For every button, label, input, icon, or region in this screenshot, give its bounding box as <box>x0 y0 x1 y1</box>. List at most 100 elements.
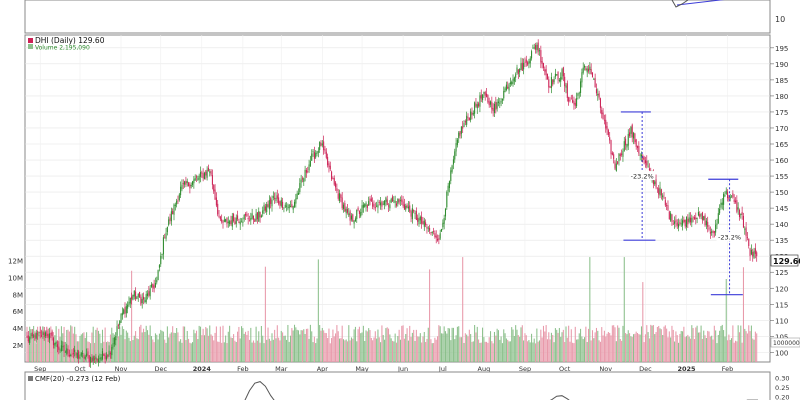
volume-bar <box>327 338 329 362</box>
candle-body <box>656 187 658 189</box>
candle-body <box>503 90 505 99</box>
candle-body <box>146 293 149 296</box>
volume-bar <box>503 329 505 362</box>
candle-body <box>402 201 404 207</box>
candle-body <box>675 219 677 223</box>
candle-body <box>531 51 533 59</box>
candle-body <box>631 124 633 138</box>
volume-bar <box>369 330 371 362</box>
volume-bar <box>46 335 48 362</box>
volume-bar <box>350 337 352 362</box>
x-tick-label: Oct <box>559 365 571 373</box>
candle-body <box>324 149 326 152</box>
candle-body <box>643 157 645 160</box>
candle-body <box>194 178 196 181</box>
volume-bar <box>125 330 127 362</box>
volume-bar <box>37 326 39 362</box>
candle-body <box>127 304 129 309</box>
volume-bar <box>116 337 118 362</box>
candle-body <box>585 68 587 71</box>
volume-bar <box>693 339 695 362</box>
volume-bar <box>263 343 265 362</box>
volume-bar <box>365 330 367 362</box>
candle-body <box>108 350 110 356</box>
volume-bar <box>293 324 296 362</box>
candle-body <box>446 191 448 208</box>
candle-body <box>251 213 253 219</box>
volume-bar <box>241 326 243 362</box>
candle-body <box>50 333 52 335</box>
candle-body <box>525 59 527 63</box>
volume-bar <box>460 337 462 362</box>
candle-body <box>320 142 322 147</box>
candle-body <box>636 145 639 148</box>
volume-bar <box>227 331 229 362</box>
candle-body <box>287 207 289 209</box>
volume-bar <box>659 328 661 362</box>
candle-body <box>149 288 151 297</box>
candle-body <box>112 343 114 348</box>
candle-body <box>113 337 115 345</box>
volume-bar <box>642 282 644 362</box>
volume-bar <box>553 342 555 362</box>
candle-body <box>594 78 596 88</box>
volume-bar <box>666 328 668 362</box>
candle-body <box>553 79 555 83</box>
candle-body <box>239 221 241 225</box>
volume-bar <box>286 339 288 362</box>
volume-bar <box>630 336 632 362</box>
volume-bar <box>279 340 281 362</box>
price-tick-label: 195 <box>775 45 788 53</box>
volume-bar <box>136 338 138 362</box>
volume-bar <box>705 337 707 362</box>
candle-body <box>84 356 86 359</box>
candle-body <box>37 333 39 335</box>
volume-bar <box>384 339 386 362</box>
candle-body <box>478 103 480 107</box>
volume-bar <box>584 337 586 362</box>
candle-body <box>39 332 41 334</box>
candle-body <box>513 77 515 82</box>
candle-body <box>578 92 580 94</box>
candle-body <box>29 337 31 343</box>
volume-bar <box>509 341 511 362</box>
volume-bar <box>474 325 476 362</box>
candle-body <box>276 195 278 199</box>
candle-body <box>467 117 469 118</box>
x-tick-label: 2024 <box>193 365 212 373</box>
candle-body <box>64 351 66 353</box>
candle-body <box>496 102 498 109</box>
volume-bar <box>287 324 289 362</box>
candle-body <box>573 101 575 105</box>
candle-body <box>74 349 76 353</box>
candle-body <box>475 103 477 107</box>
volume-bar <box>233 334 235 362</box>
volume-bar <box>382 335 384 362</box>
candle-body <box>248 220 251 222</box>
volume-bar <box>606 333 608 362</box>
volume-bar <box>499 339 501 362</box>
candle-body <box>377 204 379 208</box>
price-tick-label: 145 <box>775 205 788 213</box>
volume-bar <box>643 342 645 362</box>
volume-bar <box>342 339 345 362</box>
volume-bar <box>354 326 356 362</box>
candle-body <box>141 298 143 304</box>
candle-body <box>92 356 94 361</box>
volume-bar <box>467 336 469 362</box>
volume-bar <box>181 342 183 362</box>
candle-body <box>374 207 376 209</box>
volume-bar <box>162 331 164 362</box>
volume-bar <box>113 334 115 362</box>
candle-body <box>80 352 82 356</box>
candle-body <box>258 211 260 222</box>
candle-body <box>87 351 89 356</box>
candle-body <box>454 151 456 160</box>
candle-body <box>640 154 643 157</box>
cmf-panel: CMF(20) -0.273 (12 Feb) 0.300.250.20 <box>24 371 789 400</box>
volume-bar <box>292 330 294 362</box>
volume-bar <box>651 325 653 362</box>
volume-bar <box>83 332 85 362</box>
candle-body <box>430 232 432 234</box>
volume-bar <box>697 332 699 362</box>
